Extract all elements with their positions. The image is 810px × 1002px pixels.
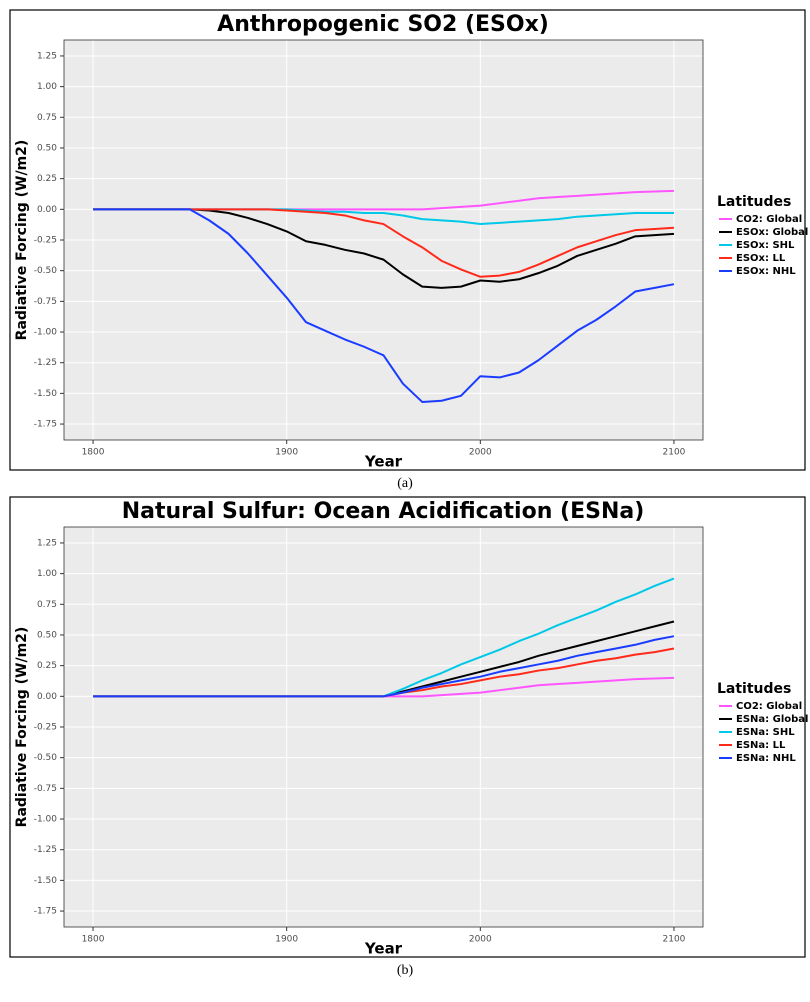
x-tick-label: 2100 <box>663 448 686 458</box>
y-tick-label: 0.75 <box>37 113 57 123</box>
x-axis-label: Year <box>364 940 403 958</box>
legend-label: CO2: Global <box>736 701 802 712</box>
series-line <box>93 208 675 403</box>
legend-label: ESNa: NHL <box>736 753 796 764</box>
y-tick-label: 0.00 <box>37 692 57 702</box>
y-axis-label: Radiative Forcing (W/m2) <box>14 140 30 341</box>
x-axis-label: Year <box>364 453 403 471</box>
x-tick-label: 2000 <box>469 935 492 945</box>
y-tick-label: 0.25 <box>37 661 57 671</box>
legend-label: ESNa: SHL <box>736 727 795 738</box>
legend-title: Latitudes <box>717 681 791 697</box>
y-tick-label: -0.50 <box>34 266 58 276</box>
y-tick-label: 0.25 <box>37 174 57 184</box>
y-tick-label: -1.75 <box>34 907 57 917</box>
x-tick-label: 1800 <box>82 448 105 458</box>
legend-label: CO2: Global <box>736 214 802 225</box>
y-tick-label: 1.00 <box>37 569 57 579</box>
y-axis-label: Radiative Forcing (W/m2) <box>14 627 30 828</box>
y-tick-label: -1.50 <box>34 876 58 886</box>
y-tick-label: 0.50 <box>37 143 57 153</box>
y-tick-label: 0.00 <box>37 205 57 215</box>
legend-title: Latitudes <box>717 194 791 210</box>
chart-title: Natural Sulfur: Ocean Acidification (ESN… <box>122 499 645 524</box>
x-tick-label: 2100 <box>663 935 686 945</box>
y-tick-label: -1.00 <box>34 328 58 338</box>
series-line <box>93 635 675 698</box>
panel-border <box>9 9 806 471</box>
x-tick-label: 1900 <box>275 935 298 945</box>
y-tick-label: 1.00 <box>37 82 57 92</box>
y-tick-label: -0.75 <box>34 297 57 307</box>
y-tick-label: -1.50 <box>34 389 58 399</box>
chart-title: Anthropogenic SO2 (ESOx) <box>217 12 549 37</box>
y-tick-label: 1.25 <box>37 538 57 548</box>
caption: (b) <box>397 963 414 978</box>
y-tick-label: 1.25 <box>37 51 57 61</box>
x-tick-label: 2000 <box>469 448 492 458</box>
legend-label: ESOx: SHL <box>736 240 795 251</box>
panel-border <box>9 496 806 958</box>
x-tick-label: 1800 <box>82 935 105 945</box>
x-tick-label: 1900 <box>275 448 298 458</box>
legend-label: ESNa: Global <box>736 714 808 725</box>
y-tick-label: -1.25 <box>34 358 57 368</box>
legend-label: ESOx: NHL <box>736 266 796 277</box>
plot-frame <box>63 39 704 441</box>
y-tick-label: -1.25 <box>34 845 57 855</box>
legend-label: ESNa: LL <box>736 740 786 751</box>
y-tick-label: 0.50 <box>37 630 57 640</box>
legend-label: ESOx: Global <box>736 227 808 238</box>
legend-label: ESOx: LL <box>736 253 786 264</box>
y-tick-label: 0.75 <box>37 600 57 610</box>
y-tick-label: -1.00 <box>34 815 58 825</box>
y-tick-label: -0.50 <box>34 753 58 763</box>
caption: (a) <box>397 476 413 491</box>
y-tick-label: -0.25 <box>34 236 57 246</box>
y-tick-label: -1.75 <box>34 420 57 430</box>
plot-frame <box>63 526 704 928</box>
y-tick-label: -0.75 <box>34 784 57 794</box>
y-tick-label: -0.25 <box>34 723 57 733</box>
